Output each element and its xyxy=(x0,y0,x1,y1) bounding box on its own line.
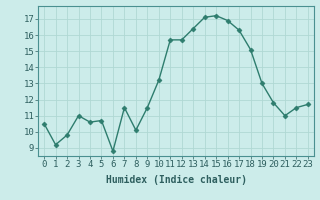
X-axis label: Humidex (Indice chaleur): Humidex (Indice chaleur) xyxy=(106,175,246,185)
